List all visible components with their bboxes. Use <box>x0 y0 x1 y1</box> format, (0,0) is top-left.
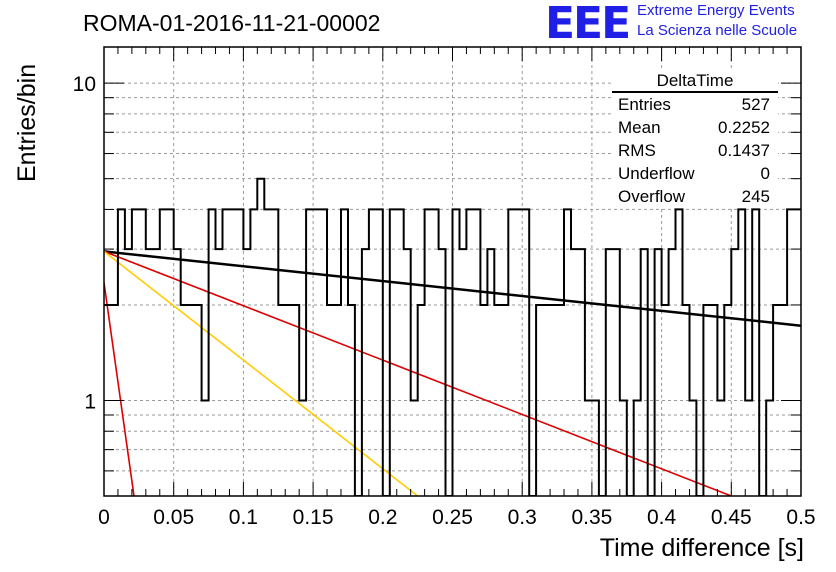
stats-label: RMS <box>618 141 656 160</box>
stats-label: Underflow <box>618 164 695 183</box>
x-tick-label: 0.2 <box>368 506 397 529</box>
stats-label: Overflow <box>618 187 686 206</box>
stats-value: 0 <box>760 164 770 183</box>
x-tick-label: 0.1 <box>229 506 258 529</box>
logo-tagline-1: Extreme Energy Events <box>637 2 795 19</box>
stats-value: 245 <box>741 187 770 206</box>
stats-box: DeltaTime Entries 527 Mean 0.2252 RMS 0.143… <box>612 70 778 208</box>
stats-value: 0.1437 <box>718 141 770 160</box>
stats-row: RMS 0.1437 <box>612 139 778 162</box>
logo-tagline-2: La Scienza nelle Scuole <box>637 22 798 39</box>
x-tick-label: 0.5 <box>786 506 815 529</box>
stats-value: 0.2252 <box>718 118 770 137</box>
histogram-steps <box>104 177 801 496</box>
y-tick-label: 10 <box>73 73 96 96</box>
stats-row: Entries 527 <box>612 93 778 116</box>
x-tick-label: 0.35 <box>571 506 612 529</box>
x-tick-label: 0.25 <box>432 506 473 529</box>
stats-value: 527 <box>741 95 770 114</box>
y-tick-label: 1 <box>84 390 96 413</box>
x-tick-label: 0 <box>98 506 110 529</box>
x-tick-label: 0.4 <box>647 506 677 529</box>
x-tick-label: 0.45 <box>711 506 752 529</box>
stats-row: Underflow 0 <box>612 162 778 185</box>
eee-logo: EEE <box>545 0 631 49</box>
x-tick-label: 0.05 <box>153 506 194 529</box>
x-axis-label: Time difference [s] <box>599 534 804 562</box>
stats-label: Entries <box>618 95 671 114</box>
axis-ticks <box>103 47 802 497</box>
stats-title: DeltaTime <box>612 70 778 93</box>
stats-label: Mean <box>618 118 661 137</box>
chart-title: ROMA-01-2016-11-21-00002 <box>83 10 381 36</box>
y-axis-label: Entries/bin <box>13 63 41 182</box>
stats-row: Mean 0.2252 <box>612 116 778 139</box>
stats-row: Overflow 245 <box>612 185 778 208</box>
x-tick-label: 0.3 <box>508 506 537 529</box>
x-tick-label: 0.15 <box>293 506 334 529</box>
tick-labels: 0 0.05 0.1 0.15 0.2 0.25 0.3 0.35 0.4 0.45 0.5 1 10 <box>73 73 816 529</box>
fit-line-2 <box>104 250 419 496</box>
fit-line-3 <box>104 282 135 496</box>
